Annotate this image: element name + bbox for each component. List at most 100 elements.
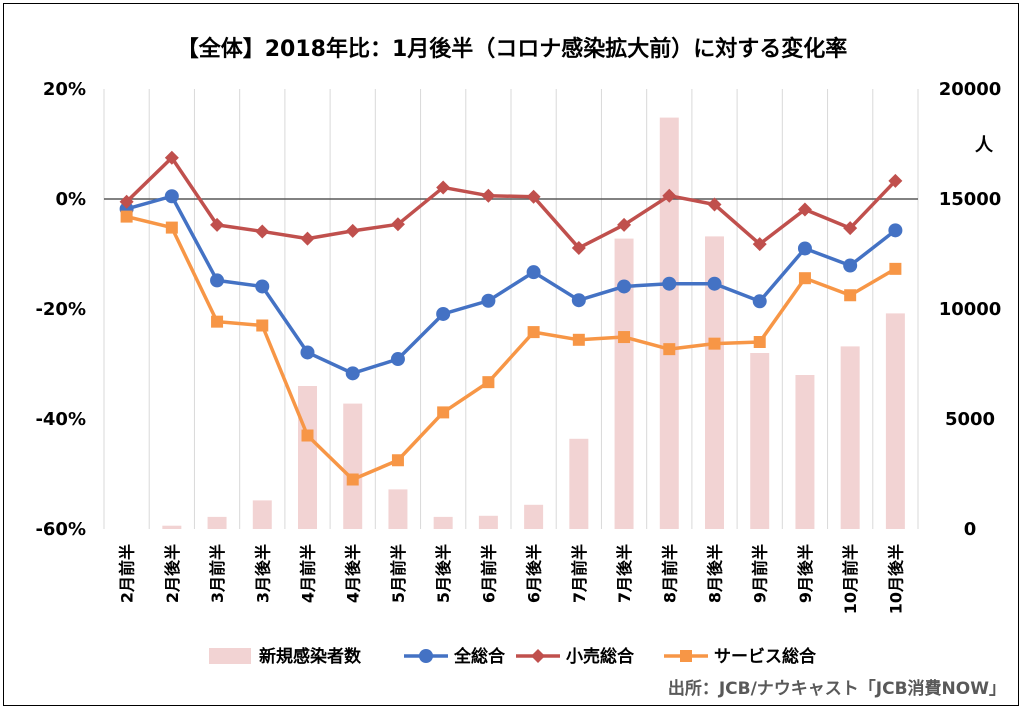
bar-new-infections (298, 386, 317, 529)
data-point (437, 406, 450, 419)
category-label: 6月後半 (525, 544, 544, 603)
bar-new-infections (795, 375, 815, 529)
data-point (120, 210, 133, 223)
series-line (125, 156, 897, 250)
right-tick-label: 10000 (939, 299, 1002, 320)
data-point (165, 221, 178, 234)
category-label: 5月前半 (389, 544, 408, 603)
right-tick-label: 15000 (939, 189, 1002, 210)
left-tick-label: 0% (55, 189, 86, 210)
data-point (390, 352, 405, 367)
data-point (527, 326, 540, 339)
data-point (164, 150, 179, 165)
data-point (571, 240, 586, 255)
data-point (300, 231, 315, 246)
data-point (119, 194, 134, 209)
data-point (211, 315, 224, 328)
right-tick-label: 20000 (939, 79, 1002, 100)
data-point (345, 223, 360, 238)
bar-new-infections (885, 313, 905, 529)
legend-marker (531, 649, 545, 663)
data-point (164, 189, 179, 204)
right-axis-unit: 人 (975, 135, 994, 156)
bar-new-infections (162, 525, 182, 529)
category-label: 4月前半 (299, 544, 318, 603)
data-point (572, 333, 585, 346)
data-point (798, 272, 811, 285)
bar-new-infections (524, 504, 544, 529)
data-point (618, 331, 631, 344)
bar-new-infections (252, 500, 272, 529)
data-point (843, 258, 858, 273)
legend: 新規感染者数 全総合 小売総合 サービス総合 (209, 646, 817, 667)
bar-new-infections (840, 346, 860, 529)
series-小売総合 (119, 150, 903, 255)
data-point (663, 343, 676, 356)
category-label: 10月後半 (886, 544, 905, 614)
legend-label: サービス総合 (714, 646, 817, 667)
series-line (126, 214, 897, 482)
data-point (210, 217, 225, 232)
bar-new-infections (433, 516, 453, 529)
bar-new-infections (569, 438, 589, 529)
data-point (481, 293, 496, 308)
data-point (436, 306, 451, 321)
data-point (617, 279, 632, 294)
bar-new-infections (750, 353, 770, 529)
left-tick-label: 20% (43, 79, 86, 100)
category-label: 3月前半 (208, 544, 227, 603)
category-label: 4月後半 (344, 544, 363, 603)
data-point (707, 276, 722, 291)
right-tick-label: 0 (964, 519, 977, 540)
source-note: 出所：JCB/ナウキャスト「JCB消費NOW」 (668, 678, 1006, 699)
category-label: 2月前半 (118, 544, 137, 603)
category-label: 9月前半 (751, 544, 770, 603)
data-point (797, 202, 812, 217)
data-point (752, 294, 767, 309)
data-point (617, 217, 632, 232)
category-label: 9月後半 (796, 544, 815, 603)
left-tick-label: -20% (35, 299, 86, 320)
data-point (345, 366, 360, 381)
category-label: 2月後半 (163, 544, 182, 603)
data-point (662, 188, 677, 203)
data-point (256, 319, 269, 332)
vertical-gridlines (103, 89, 919, 529)
data-point (481, 188, 496, 203)
data-point (301, 429, 314, 442)
data-point (210, 273, 225, 288)
bar-new-infections (659, 117, 679, 529)
category-label: 10月前半 (841, 544, 860, 614)
bar-new-infections (614, 238, 634, 529)
series-全総合 (119, 189, 903, 381)
category-label: 8月前半 (660, 544, 679, 603)
data-point (707, 197, 722, 212)
category-label: 7月後半 (615, 544, 634, 603)
legend-label: 全総合 (453, 646, 506, 667)
data-point (889, 262, 902, 275)
left-tick-label: -60% (35, 519, 86, 540)
data-point (391, 454, 404, 467)
legend-marker (680, 650, 692, 662)
legend-item: 新規感染者数 (209, 646, 362, 667)
category-label: 3月後半 (253, 544, 272, 603)
data-point (888, 173, 903, 188)
chart-svg: 【全体】2018年比：1月後半（コロナ感染拡大前）に対する変化率 20% 0% -2… (35, 36, 1006, 699)
legend-label: 新規感染者数 (259, 646, 362, 667)
chart-title: 【全体】2018年比：1月後半（コロナ感染拡大前）に対する変化率 (177, 36, 848, 62)
bar-new-infections (388, 489, 408, 529)
data-point (752, 237, 767, 252)
line-series (119, 150, 903, 486)
bar-new-infections (705, 236, 724, 529)
data-point (436, 180, 451, 195)
category-label: 5月後半 (434, 544, 453, 603)
data-point (300, 345, 315, 360)
legend-item: 全総合 (404, 646, 506, 667)
right-tick-label: 5000 (945, 409, 995, 430)
category-labels: 2月前半 2月後半 3月前半 3月後半 4月前半 4月後半 5月前半 5月後半 6月前半 6月後半… (118, 544, 906, 614)
left-tick-label: -40% (35, 409, 86, 430)
data-point (255, 279, 270, 294)
series-line (126, 194, 897, 376)
data-point (526, 189, 541, 204)
data-point (482, 376, 495, 389)
